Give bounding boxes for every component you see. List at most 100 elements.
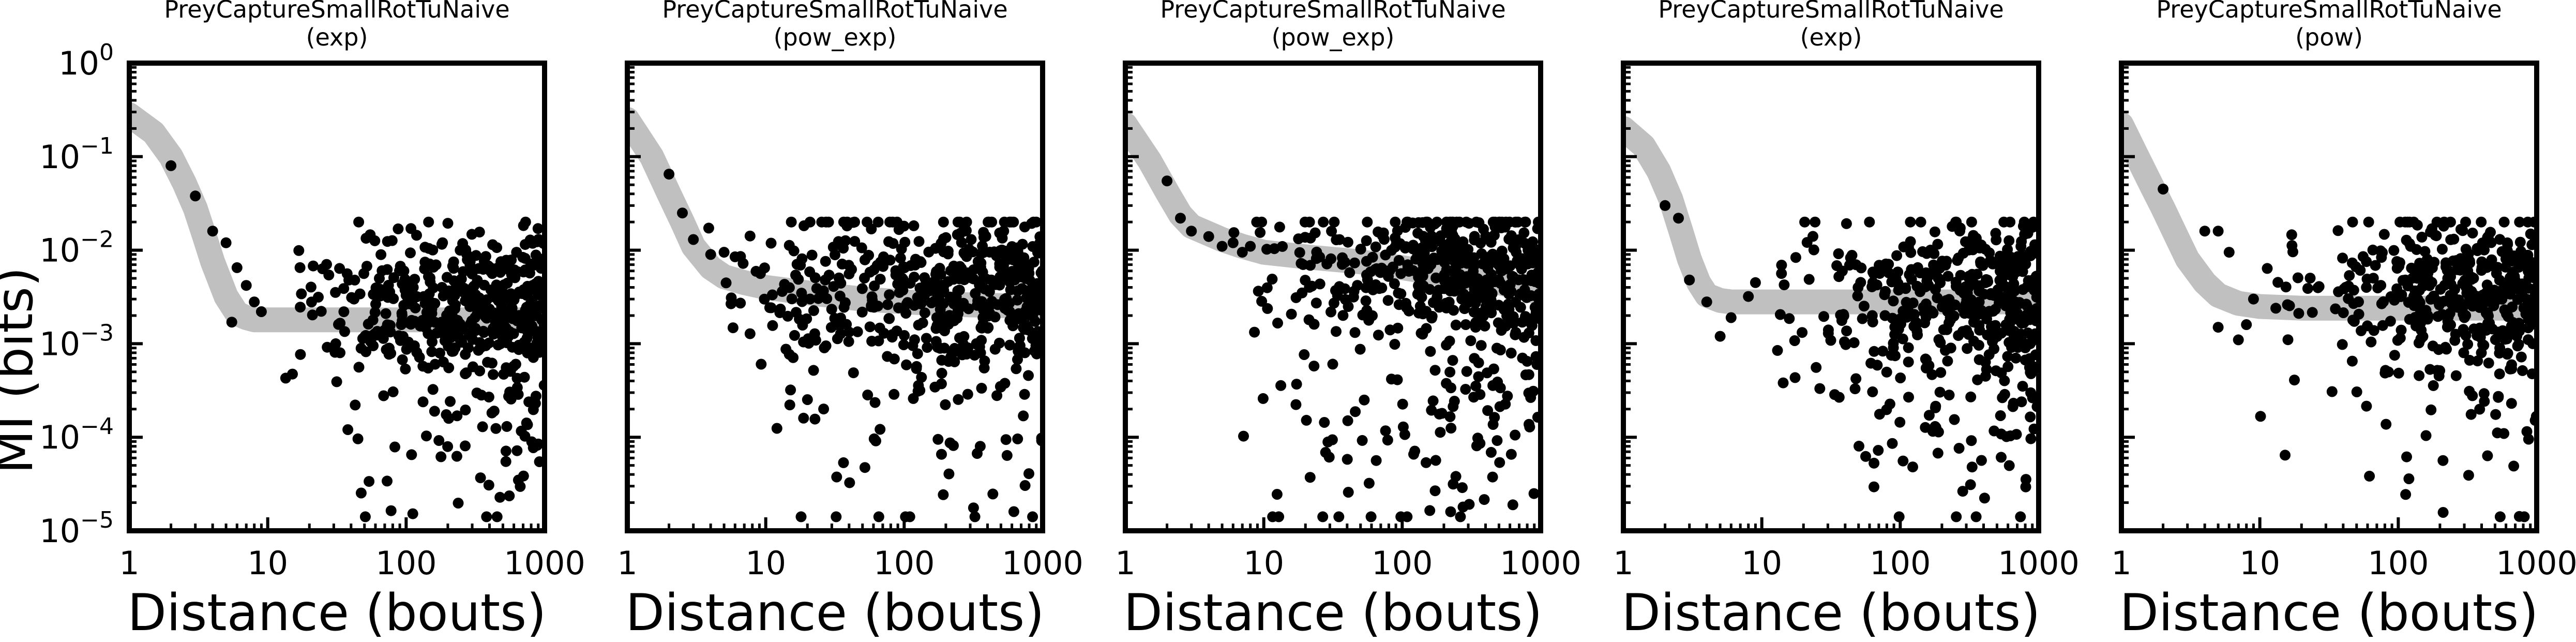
data-point bbox=[2366, 336, 2377, 348]
data-point bbox=[677, 207, 688, 219]
data-point bbox=[1367, 251, 1378, 263]
data-point bbox=[365, 336, 376, 348]
data-point bbox=[1327, 359, 1338, 370]
data-point bbox=[1966, 435, 1977, 446]
data-point bbox=[1961, 325, 1972, 336]
data-point bbox=[2391, 283, 2403, 294]
data-point bbox=[496, 304, 508, 315]
data-point bbox=[1965, 391, 1977, 402]
data-point bbox=[2522, 216, 2534, 228]
data-point bbox=[977, 301, 988, 312]
data-point bbox=[939, 342, 950, 354]
data-point bbox=[2419, 246, 2431, 257]
data-point bbox=[2011, 266, 2023, 277]
data-point bbox=[482, 356, 493, 368]
data-point bbox=[2403, 473, 2415, 484]
x-axis-label: Distance (bouts) bbox=[1622, 584, 2041, 642]
data-point bbox=[1954, 285, 1966, 296]
data-point bbox=[1474, 389, 1486, 400]
data-point bbox=[2464, 255, 2475, 266]
data-point bbox=[767, 320, 778, 331]
data-point bbox=[1363, 477, 1375, 489]
data-point bbox=[1499, 283, 1511, 294]
data-point bbox=[2004, 255, 2015, 266]
data-point bbox=[448, 256, 459, 267]
data-point bbox=[2515, 256, 2527, 267]
data-point bbox=[1494, 457, 1505, 468]
data-point bbox=[986, 274, 997, 286]
data-point bbox=[899, 330, 910, 341]
data-point bbox=[718, 247, 730, 258]
data-point bbox=[1907, 297, 1919, 309]
data-point bbox=[2025, 387, 2037, 398]
data-point bbox=[456, 273, 467, 285]
data-point bbox=[1725, 312, 1737, 323]
x-tick-label: 100 bbox=[1870, 544, 1931, 582]
data-point bbox=[1776, 260, 1787, 271]
data-point bbox=[433, 435, 445, 446]
data-point bbox=[1357, 435, 1368, 446]
data-point bbox=[2426, 404, 2437, 415]
data-point bbox=[488, 406, 500, 417]
data-point bbox=[385, 505, 397, 516]
data-point bbox=[2212, 226, 2224, 237]
data-point bbox=[1890, 350, 1901, 362]
data-point bbox=[1932, 447, 1944, 459]
data-point bbox=[2448, 233, 2460, 245]
data-point bbox=[287, 368, 298, 380]
data-point bbox=[2437, 507, 2449, 518]
data-point bbox=[2415, 317, 2427, 328]
data-point bbox=[1895, 372, 1906, 383]
data-point bbox=[883, 313, 895, 324]
data-point bbox=[2000, 298, 2011, 309]
data-point bbox=[1963, 272, 1974, 283]
data-point bbox=[382, 319, 393, 331]
data-point bbox=[862, 390, 873, 400]
data-point bbox=[1969, 279, 1981, 290]
data-point bbox=[1424, 284, 1436, 295]
data-point bbox=[1482, 262, 1494, 274]
panel-5: 1 10 100 1000 PreyCaptureSmallRotTuNaive(pow… bbox=[2111, 0, 2576, 642]
data-point bbox=[1175, 213, 1186, 224]
data-point bbox=[451, 410, 463, 422]
data-point bbox=[2015, 511, 2026, 522]
data-point bbox=[1869, 481, 1879, 492]
data-point bbox=[1803, 274, 1815, 285]
data-point bbox=[785, 384, 796, 396]
data-point bbox=[872, 216, 884, 228]
data-point bbox=[2337, 252, 2348, 264]
data-point bbox=[791, 307, 802, 318]
data-point bbox=[471, 387, 483, 399]
data-point bbox=[913, 296, 924, 307]
data-point bbox=[2394, 257, 2405, 268]
data-point bbox=[2512, 340, 2523, 352]
data-point bbox=[2526, 257, 2537, 268]
data-point bbox=[795, 511, 807, 522]
data-point bbox=[809, 272, 821, 283]
data-point bbox=[1915, 216, 1926, 228]
data-point bbox=[477, 421, 488, 432]
data-point bbox=[782, 310, 793, 322]
data-point bbox=[883, 236, 894, 247]
data-point bbox=[524, 234, 536, 246]
data-point bbox=[1299, 216, 1310, 228]
data-point bbox=[1016, 310, 1027, 322]
data-point bbox=[2415, 333, 2427, 345]
data-point bbox=[473, 263, 485, 274]
x-tick-label: 1000 bbox=[1500, 544, 1581, 582]
data-point bbox=[2447, 255, 2459, 266]
data-point bbox=[1493, 300, 1504, 311]
data-point bbox=[2361, 282, 2372, 293]
data-point bbox=[930, 268, 941, 280]
data-point bbox=[1012, 433, 1023, 444]
data-point bbox=[1841, 325, 1852, 337]
data-point bbox=[2424, 364, 2436, 375]
data-point bbox=[1290, 399, 1302, 410]
data-point bbox=[1500, 263, 1511, 275]
data-point bbox=[2460, 330, 2472, 341]
data-point bbox=[2346, 257, 2358, 268]
data-point bbox=[2381, 419, 2392, 430]
data-point bbox=[485, 262, 496, 273]
data-point bbox=[1893, 511, 1905, 522]
data-point bbox=[471, 250, 481, 261]
